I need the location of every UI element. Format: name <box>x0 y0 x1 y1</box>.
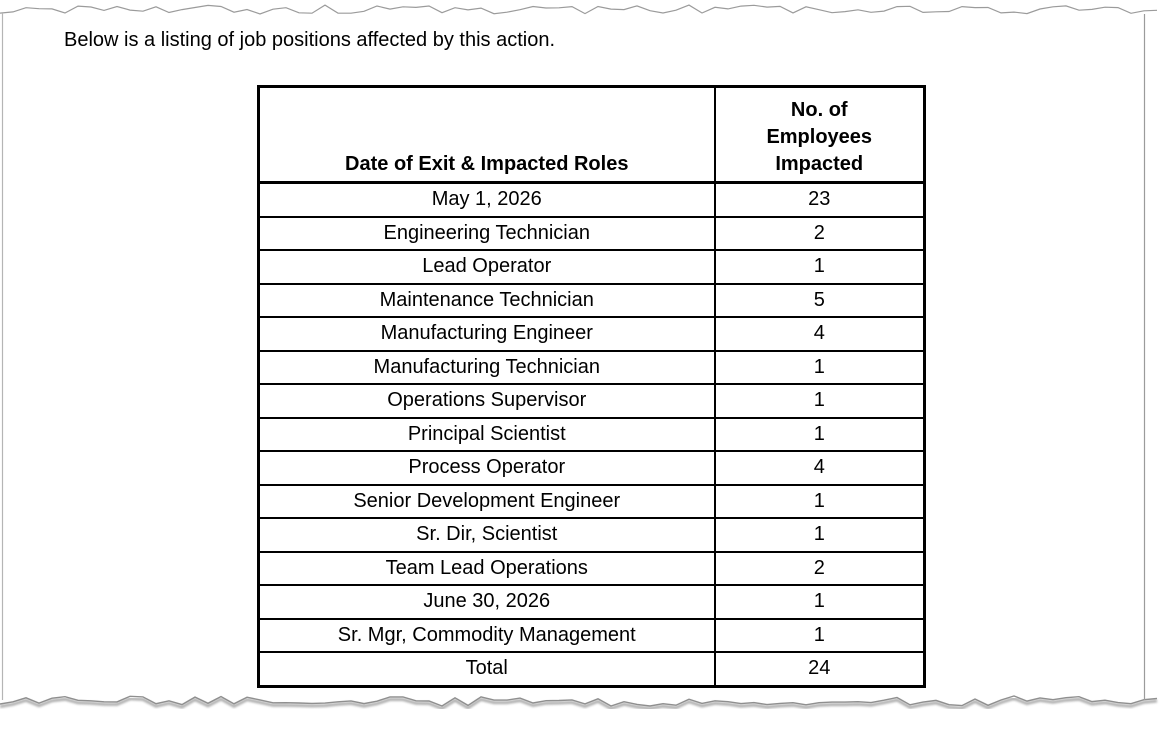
table-row: Principal Scientist 1 <box>257 416 926 452</box>
row-label: Total <box>257 651 716 687</box>
row-value: 23 <box>713 181 926 218</box>
row-value: 1 <box>713 517 926 553</box>
row-label: Sr. Mgr, Commodity Management <box>257 617 716 653</box>
row-label: May 1, 2026 <box>257 181 716 218</box>
table-row-total: Total 24 <box>257 651 926 687</box>
row-label: June 30, 2026 <box>257 584 716 620</box>
row-label: Manufacturing Engineer <box>257 316 716 352</box>
row-value: 1 <box>713 383 926 419</box>
table-row: Sr. Mgr, Commodity Management 1 <box>257 617 926 653</box>
table-row: Operations Supervisor 1 <box>257 383 926 419</box>
row-label: Principal Scientist <box>257 416 716 452</box>
impacted-roles-table: Date of Exit & Impacted Roles No. of Emp… <box>257 85 926 688</box>
table-row-group-may: May 1, 2026 23 <box>257 181 926 218</box>
row-value: 5 <box>713 282 926 318</box>
row-label: Process Operator <box>257 450 716 486</box>
table-row-group-june: June 30, 2026 1 <box>257 584 926 620</box>
row-value: 1 <box>713 483 926 519</box>
row-label: Engineering Technician <box>257 215 716 251</box>
table-header: Date of Exit & Impacted Roles No. of Emp… <box>257 85 926 184</box>
row-value: 1 <box>713 349 926 385</box>
row-value: 2 <box>713 550 926 586</box>
row-value: 24 <box>713 651 926 687</box>
header-row: Date of Exit & Impacted Roles No. of Emp… <box>257 85 926 184</box>
row-value: 1 <box>713 617 926 653</box>
intro-text: Below is a listing of job positions affe… <box>64 29 556 51</box>
table-row: Engineering Technician 2 <box>257 215 926 251</box>
table-row: Sr. Dir, Scientist 1 <box>257 517 926 553</box>
col-header-roles: Date of Exit & Impacted Roles <box>257 85 716 184</box>
row-label: Manufacturing Technician <box>257 349 716 385</box>
row-label: Maintenance Technician <box>257 282 716 318</box>
table-row: Senior Development Engineer 1 <box>257 483 926 519</box>
row-value: 2 <box>713 215 926 251</box>
row-label: Sr. Dir, Scientist <box>257 517 716 553</box>
row-value: 1 <box>713 416 926 452</box>
table-row: Manufacturing Engineer 4 <box>257 316 926 352</box>
row-label: Senior Development Engineer <box>257 483 716 519</box>
table-body: May 1, 2026 23 Engineering Technician 2 … <box>257 181 926 687</box>
col-header-count-text: No. of Employees Impacted <box>766 99 873 175</box>
row-label: Operations Supervisor <box>257 383 716 419</box>
row-value: 4 <box>713 450 926 486</box>
table-row: Lead Operator 1 <box>257 249 926 285</box>
row-value: 1 <box>713 584 926 620</box>
row-value: 1 <box>713 249 926 285</box>
table-row: Team Lead Operations 2 <box>257 550 926 586</box>
row-value: 4 <box>713 316 926 352</box>
table-row: Manufacturing Technician 1 <box>257 349 926 385</box>
table-row: Process Operator 4 <box>257 450 926 486</box>
row-label: Team Lead Operations <box>257 550 716 586</box>
col-header-count: No. of Employees Impacted <box>713 85 926 184</box>
row-label: Lead Operator <box>257 249 716 285</box>
table-row: Maintenance Technician 5 <box>257 282 926 318</box>
